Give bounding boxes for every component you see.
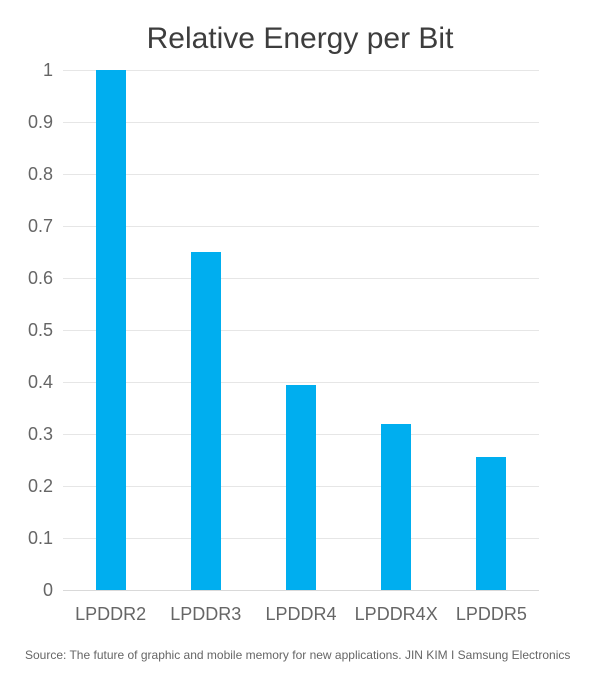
y-tick-label: 0.9 [27,112,53,132]
y-tick-label: 0.3 [27,424,53,444]
x-tick-label: LPDDR3 [170,604,242,624]
x-tick-label: LPDDR4 [265,604,337,624]
y-tick-label: 1 [42,60,53,80]
y-tick-label: 0.2 [27,476,53,496]
gridline [63,173,539,175]
y-tick-label: 0 [42,580,53,600]
x-tick-label: LPDDR4X [354,604,438,624]
y-tick-label: 0.7 [27,216,53,236]
y-tick-label: 0.4 [27,372,53,392]
bar-lpddr4 [286,384,316,590]
y-tick-label: 0.5 [27,320,53,340]
gridline [63,329,539,331]
source-caption: Source: The future of graphic and mobile… [25,648,571,662]
chart-title: Relative Energy per Bit [146,22,454,55]
y-tick-label: 0.8 [27,164,53,184]
x-tick-label: LPDDR2 [75,604,147,624]
gridline [63,225,539,227]
gridline [63,121,539,123]
x-tick-label: LPDDR5 [455,604,527,624]
bar-lpddr2 [95,70,126,590]
gridline [63,277,539,279]
bar-lpddr5 [476,457,507,590]
y-tick-label: 0.6 [27,268,53,288]
bar-lpddr4x [381,423,412,590]
x-axis-line [63,589,539,591]
bar-lpddr3 [190,252,221,590]
y-tick-label: 0.1 [27,528,53,548]
gridline [63,381,539,383]
gridline [63,69,539,71]
